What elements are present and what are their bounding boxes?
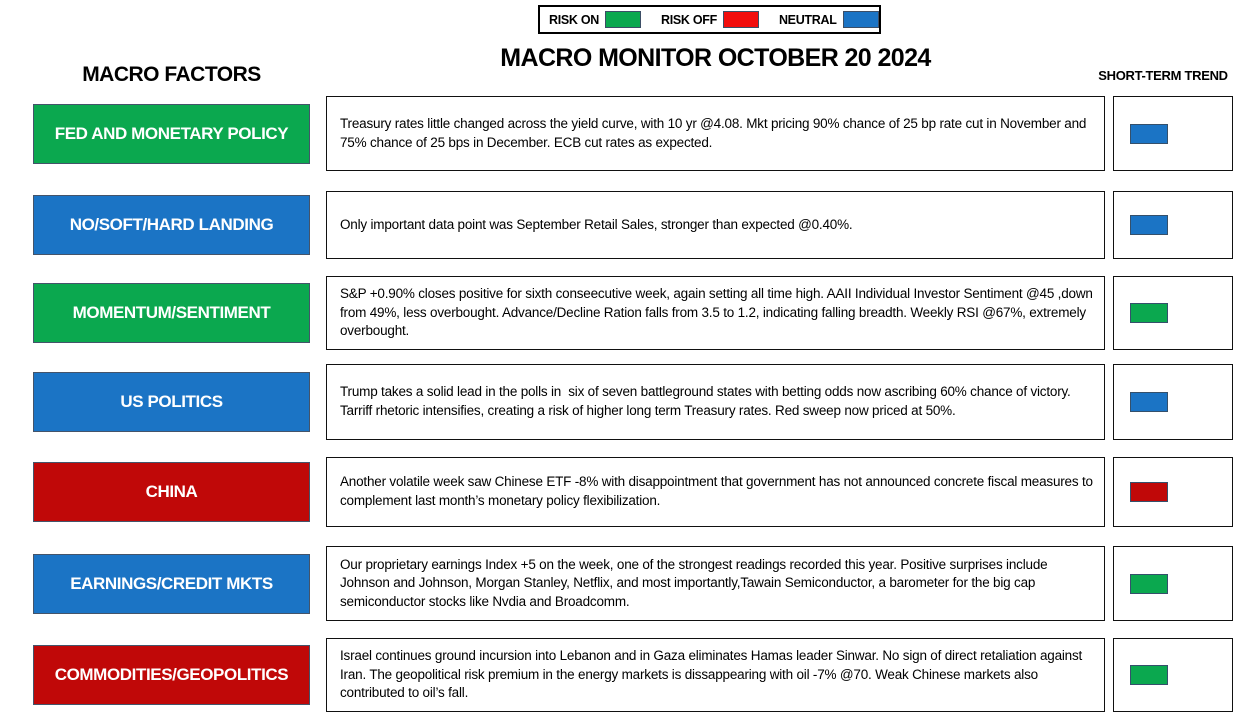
factor-label: FED AND MONETARY POLICY (54, 123, 289, 143)
commentary-box: Our proprietary earnings Index +5 on the… (326, 546, 1105, 621)
macro-row: NO/SOFT/HARD LANDING Only important data… (0, 191, 1255, 259)
factor-label: NO/SOFT/HARD LANDING (69, 215, 274, 234)
commentary-box: Only important data point was September … (326, 191, 1105, 259)
trend-swatch-neutral (1130, 215, 1168, 235)
trend-swatch-risk-on (1130, 303, 1168, 323)
trend-box (1113, 96, 1233, 171)
commentary-box: Trump takes a solid lead in the polls in… (326, 364, 1105, 440)
trend-box (1113, 276, 1233, 350)
factor-label: COMMODITIES/GEOPOLITICS (54, 665, 289, 684)
factor-box: COMMODITIES/GEOPOLITICS (33, 645, 310, 705)
trend-box (1113, 364, 1233, 440)
macro-row: EARNINGS/CREDIT MKTS Our proprietary ear… (0, 546, 1255, 621)
factor-box: MOMENTUM/SENTIMENT (33, 283, 310, 343)
factor-box: FED AND MONETARY POLICY (33, 103, 310, 164)
macro-factors-header: MACRO FACTORS (82, 63, 261, 86)
legend-item: RISK ON (549, 11, 641, 28)
trend-box (1113, 546, 1233, 621)
trend-box (1113, 638, 1233, 712)
commentary-text: Our proprietary earnings Index +5 on the… (340, 556, 1051, 609)
legend-color-swatch (605, 11, 641, 28)
factor-box: NO/SOFT/HARD LANDING (33, 195, 310, 255)
macro-row: CHINA Another volatile week saw Chinese … (0, 457, 1255, 527)
trend-swatch-risk-on (1130, 573, 1168, 594)
risk-legend: RISK ON RISK OFF NEUTRAL (538, 5, 881, 34)
trend-swatch-risk-on (1130, 665, 1168, 685)
legend-item-label: RISK OFF (661, 12, 717, 27)
commentary-text: Another volatile week saw Chinese ETF -8… (340, 474, 1097, 508)
commentary-text: S&P +0.90% closes positive for sixth con… (340, 286, 1097, 339)
legend-item-label: RISK ON (549, 12, 599, 27)
commentary-box: Another volatile week saw Chinese ETF -8… (326, 457, 1105, 527)
legend-item: NEUTRAL (779, 11, 879, 28)
trend-swatch-neutral (1130, 392, 1168, 412)
factor-label: CHINA (145, 482, 198, 501)
trend-swatch-risk-off (1130, 482, 1168, 502)
macro-row: MOMENTUM/SENTIMENT S&P +0.90% closes pos… (0, 276, 1255, 350)
commentary-text: Treasury rates little changed across the… (340, 115, 1090, 150)
macro-row: US POLITICS Trump takes a solid lead in … (0, 364, 1255, 440)
legend-color-swatch (842, 11, 879, 28)
page-title: MACRO MONITOR OCTOBER 20 2024 (500, 44, 931, 72)
commentary-box: Treasury rates little changed across the… (326, 96, 1105, 171)
commentary-text: Israel continues ground incursion into L… (340, 648, 1086, 701)
factor-label: EARNINGS/CREDIT MKTS (70, 573, 273, 593)
legend-item-label: NEUTRAL (778, 12, 837, 27)
commentary-box: Israel continues ground incursion into L… (326, 638, 1105, 712)
trend-swatch-neutral (1130, 123, 1168, 144)
factor-label: MOMENTUM/SENTIMENT (72, 303, 271, 322)
macro-row: COMMODITIES/GEOPOLITICS Israel continues… (0, 638, 1255, 712)
factor-label: US POLITICS (120, 392, 223, 411)
macro-row: FED AND MONETARY POLICY Treasury rates l… (0, 96, 1255, 171)
commentary-text: Only important data point was September … (340, 216, 853, 232)
trend-box (1113, 457, 1233, 527)
legend-item: RISK OFF (661, 11, 759, 28)
factor-box: EARNINGS/CREDIT MKTS (33, 553, 310, 614)
commentary-box: S&P +0.90% closes positive for sixth con… (326, 276, 1105, 350)
commentary-text: Trump takes a solid lead in the polls in… (340, 384, 1074, 418)
factor-box: CHINA (33, 462, 310, 522)
short-term-trend-header: SHORT-TERM TREND (1098, 68, 1228, 83)
factor-box: US POLITICS (33, 372, 310, 432)
trend-box (1113, 191, 1233, 259)
legend-color-swatch (722, 11, 759, 28)
